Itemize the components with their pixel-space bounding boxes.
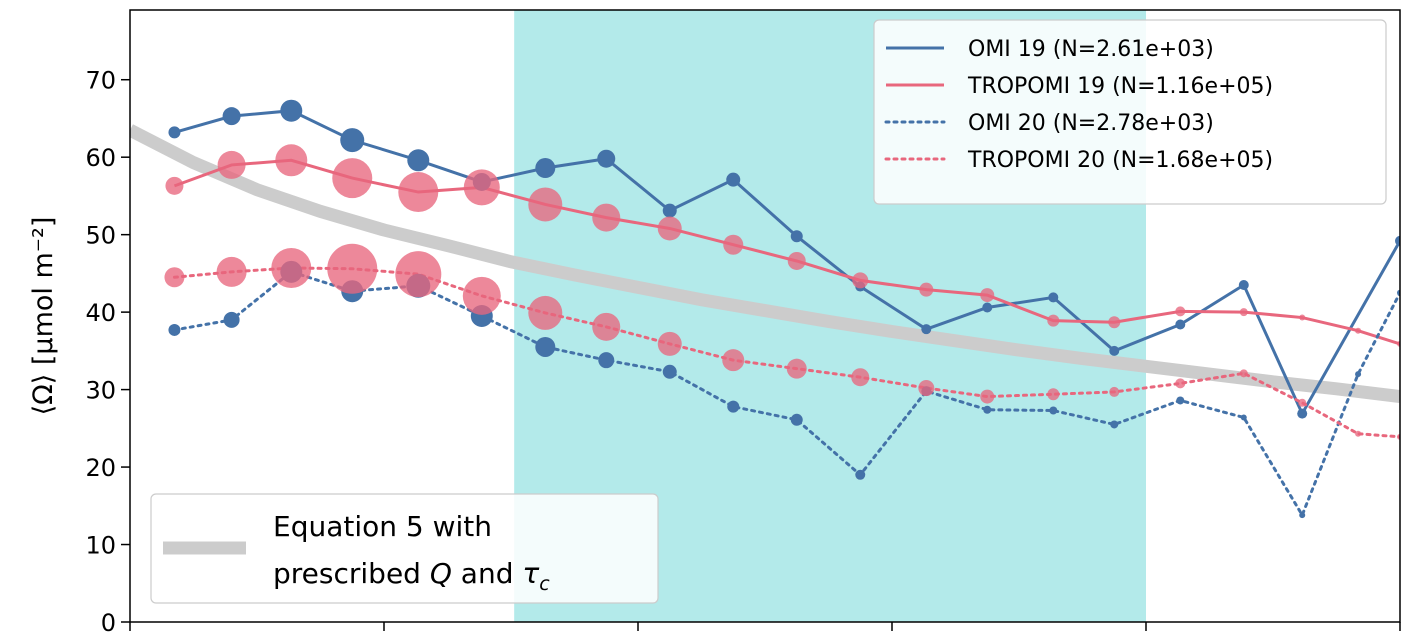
legend-label-2: OMI 20 (N=2.78e+03) <box>968 111 1214 136</box>
series-point-3 <box>722 349 745 372</box>
series-point-3 <box>395 251 442 298</box>
series-point-3 <box>1047 388 1060 401</box>
series-point-3 <box>327 243 378 294</box>
plot-frame <box>129 9 1401 623</box>
y-tick-label: 40 <box>85 299 116 327</box>
series-line-2 <box>172 270 1400 519</box>
series-point-3 <box>1298 398 1307 407</box>
legend-label-3: TROPOMI 20 (N=1.68e+05) <box>967 148 1273 173</box>
series-point-0 <box>921 324 932 335</box>
series-point-0 <box>1238 280 1249 291</box>
series-point-2 <box>1240 414 1247 421</box>
series-point-1 <box>275 144 308 177</box>
series-point-0 <box>340 128 365 153</box>
series-point-2 <box>1110 420 1119 429</box>
series-point-0 <box>597 149 616 168</box>
legend-label-0: OMI 19 (N=2.61e+03) <box>968 37 1214 62</box>
y-tick-label: 60 <box>85 144 116 172</box>
series-point-3 <box>164 267 185 288</box>
series-point-3 <box>1109 386 1120 397</box>
series-point-0 <box>1175 319 1186 330</box>
reference-curve <box>130 124 1400 404</box>
series-point-0 <box>168 126 181 139</box>
series-point-1 <box>1047 314 1060 327</box>
legend: OMI 19 (N=2.61e+03) TROPOMI 19 (N=1.16e+0… <box>873 19 1387 205</box>
y-tick-label: 0 <box>101 609 116 636</box>
series-point-3 <box>1175 378 1186 389</box>
series-point-1 <box>463 169 500 206</box>
series-point-1 <box>1299 314 1306 321</box>
y-tick-label: 70 <box>85 67 116 95</box>
series-point-2 <box>1176 396 1185 405</box>
y-axis-label: ⟨Ω⟩ [μmol m⁻²] <box>28 217 59 416</box>
series-point-0 <box>790 230 803 243</box>
series-point-1 <box>217 150 246 179</box>
series-point-0 <box>280 99 303 122</box>
series-point-2 <box>223 311 240 328</box>
series-point-2 <box>790 413 803 426</box>
series-point-1 <box>1355 327 1362 334</box>
series-point-3 <box>528 295 563 330</box>
series-point-1 <box>1108 316 1121 329</box>
series-point-3 <box>786 358 807 379</box>
series-point-2 <box>1355 371 1362 378</box>
series-point-1 <box>592 203 621 232</box>
series-point-3 <box>462 276 501 315</box>
series-point-2 <box>662 364 677 379</box>
series-point-3 <box>216 256 247 287</box>
series-point-1 <box>1175 306 1186 317</box>
series-point-3 <box>851 368 870 387</box>
series-point-3 <box>657 331 682 356</box>
series-point-2 <box>727 400 740 413</box>
series-point-2 <box>535 336 556 357</box>
series-point-2 <box>168 323 181 336</box>
series-point-2 <box>1049 406 1058 415</box>
series-point-1 <box>398 172 439 213</box>
series-point-3 <box>1355 430 1362 437</box>
series-point-0 <box>1395 235 1400 246</box>
series-point-0 <box>662 203 677 218</box>
series-point-2 <box>983 405 992 414</box>
reference-legend-line-1: Equation 5 with <box>273 510 492 543</box>
series-point-1 <box>787 251 806 270</box>
series-point-0 <box>407 149 430 172</box>
legend-label-1: TROPOMI 19 (N=1.16e+05) <box>967 74 1273 99</box>
y-tick-label: 50 <box>85 222 116 250</box>
series-point-3 <box>592 312 621 341</box>
series-point-1 <box>657 216 682 241</box>
y-tick-label: 30 <box>85 377 116 405</box>
series-point-1 <box>1239 308 1248 317</box>
series-point-0 <box>982 302 993 313</box>
series-point-1 <box>919 282 934 297</box>
series-point-1 <box>852 272 869 289</box>
series-point-1 <box>528 187 563 222</box>
series-point-0 <box>1109 345 1120 356</box>
series-point-0 <box>1048 292 1059 303</box>
series-point-0 <box>535 158 556 179</box>
series-point-2 <box>598 352 615 369</box>
series-point-1 <box>165 176 184 195</box>
series-point-2 <box>855 469 866 480</box>
series-point-3 <box>918 380 935 397</box>
series-point-3 <box>271 247 312 288</box>
series-point-1 <box>723 234 744 255</box>
reference-legend: Equation 5 with prescribed Q and τc <box>150 493 659 604</box>
series-point-0 <box>1297 408 1308 419</box>
y-tick-label: 10 <box>85 532 116 560</box>
series-point-0 <box>222 107 241 126</box>
reference-legend-line-2: prescribed Q and τc <box>273 557 550 595</box>
series-point-3 <box>980 389 995 404</box>
series-point-0 <box>726 172 741 187</box>
y-tick-label: 20 <box>85 454 116 482</box>
series-point-1 <box>332 158 373 199</box>
series-point-1 <box>980 288 995 303</box>
series-point-3 <box>1239 369 1248 378</box>
series-point-2 <box>1299 512 1306 519</box>
